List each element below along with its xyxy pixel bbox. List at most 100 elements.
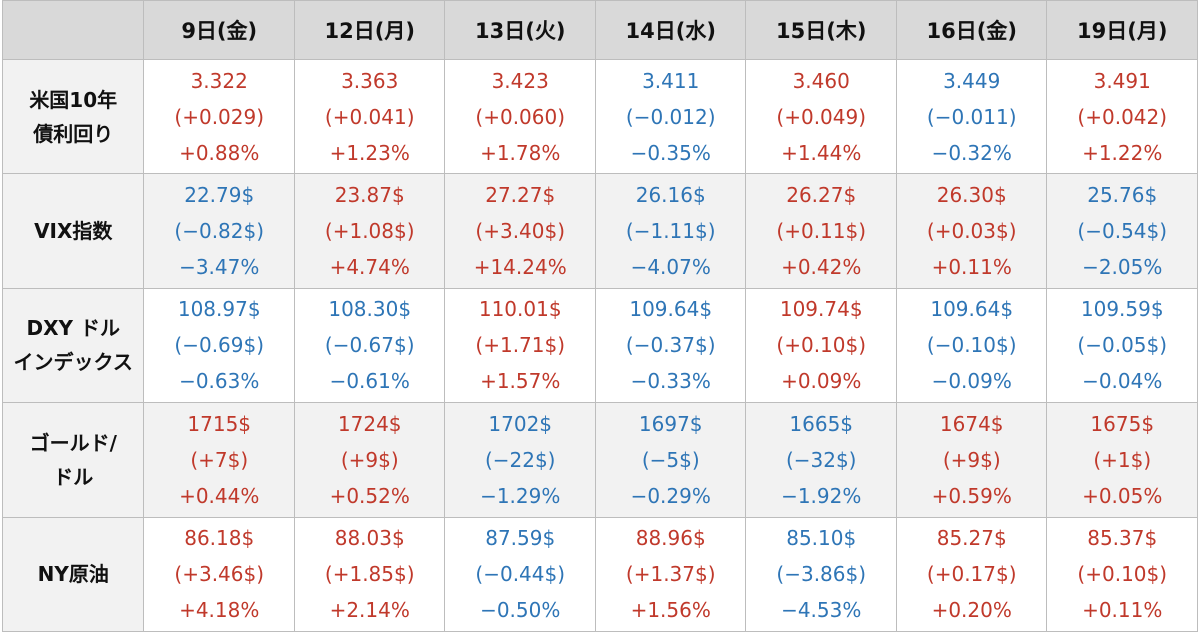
data-cell: 1702$ (−22$) −1.29% xyxy=(444,402,596,518)
cell-pct: +1.56% xyxy=(630,598,711,623)
header-row: 9日(金) 12日(月) 13日(火) 14日(水) 15日(木) 16日(金)… xyxy=(1,0,1198,60)
cell-value: 3.491 xyxy=(1093,68,1151,93)
cell-pct: +0.59% xyxy=(931,483,1012,508)
row-label-line: NY原油 xyxy=(37,562,109,587)
cell-change: (+9$) xyxy=(942,447,1001,472)
cell-value: 3.423 xyxy=(491,68,549,93)
data-cell: 1724$ (+9$) +0.52% xyxy=(293,402,446,518)
cell-value: 26.30$ xyxy=(936,183,1007,208)
data-cell: 26.30$ (+0.03$) +0.11% xyxy=(895,173,1048,289)
cell-pct: +0.42% xyxy=(781,255,862,280)
cell-change: (+0.049) xyxy=(776,104,867,129)
cell-value: 1702$ xyxy=(488,411,553,436)
cell-pct: +1.44% xyxy=(781,140,862,165)
data-cell: 85.27$ (+0.17$) +0.20% xyxy=(895,516,1048,633)
cell-pct: −0.50% xyxy=(480,598,561,623)
cell-change: (−5$) xyxy=(641,447,700,472)
cell-value: 1715$ xyxy=(187,411,252,436)
row-label-line: 債利回り xyxy=(33,121,114,146)
cell-value: 108.97$ xyxy=(177,297,261,322)
cell-value: 3.411 xyxy=(642,68,700,93)
cell-value: 109.59$ xyxy=(1080,297,1164,322)
cell-pct: +0.05% xyxy=(1082,483,1163,508)
cell-pct: −4.07% xyxy=(630,255,711,280)
cell-change: (+0.03$) xyxy=(926,219,1017,244)
cell-pct: +1.57% xyxy=(480,369,561,394)
cell-value: 26.27$ xyxy=(786,183,857,208)
cell-pct: −1.92% xyxy=(781,483,862,508)
cell-pct: +0.52% xyxy=(329,483,410,508)
cell-change: (+7$) xyxy=(190,447,249,472)
cell-value: 109.64$ xyxy=(629,297,713,322)
table-row: NY原油 86.18$ (+3.46$) +4.18% 88.03$ (+1.85$) +2… xyxy=(1,516,1198,633)
cell-pct: −0.09% xyxy=(931,369,1012,394)
cell-pct: +0.88% xyxy=(179,140,260,165)
data-cell: 109.74$ (+0.10$) +0.09% xyxy=(745,287,897,404)
cell-value: 1697$ xyxy=(638,411,703,436)
data-cell: 88.03$ (+1.85$) +2.14% xyxy=(293,516,446,633)
cell-change: (+0.042) xyxy=(1077,104,1168,129)
cell-change: (−0.69$) xyxy=(174,333,265,358)
cell-pct: +0.20% xyxy=(931,598,1012,623)
cell-value: 1674$ xyxy=(939,411,1004,436)
cell-change: (+1$) xyxy=(1093,447,1152,472)
data-cell: 3.460 (+0.049) +1.44% xyxy=(745,58,897,175)
column-header: 12日(月) xyxy=(293,0,446,60)
row-label-line: インデックス xyxy=(13,350,133,375)
data-cell: 26.16$ (−1.11$) −4.07% xyxy=(594,173,747,289)
cell-value: 23.87$ xyxy=(334,183,405,208)
cell-pct: −2.05% xyxy=(1082,255,1163,280)
cell-pct: +4.74% xyxy=(329,255,410,280)
cell-pct: −0.61% xyxy=(329,369,410,394)
data-cell: 109.64$ (−0.10$) −0.09% xyxy=(895,287,1048,404)
cell-change: (−0.54$) xyxy=(1077,219,1168,244)
cell-pct: +0.11% xyxy=(1082,598,1163,623)
data-cell: 27.27$ (+3.40$) +14.24% xyxy=(444,173,596,289)
cell-pct: −0.04% xyxy=(1082,369,1163,394)
data-cell: 85.37$ (+0.10$) +0.11% xyxy=(1046,516,1198,633)
column-header: 13日(火) xyxy=(444,0,596,60)
data-cell: 3.491 (+0.042) +1.22% xyxy=(1046,58,1198,175)
cell-change: (+0.060) xyxy=(475,104,566,129)
cell-pct: −0.33% xyxy=(630,369,711,394)
data-cell: 87.59$ (−0.44$) −0.50% xyxy=(444,516,596,633)
cell-value: 22.79$ xyxy=(184,183,255,208)
cell-change: (−22$) xyxy=(484,447,556,472)
cell-change: (+3.46$) xyxy=(174,562,265,587)
cell-value: 87.59$ xyxy=(485,526,556,551)
cell-value: 1724$ xyxy=(337,411,402,436)
cell-value: 85.10$ xyxy=(786,526,857,551)
cell-value: 1665$ xyxy=(789,411,854,436)
row-label-line: DXY ドル xyxy=(26,316,120,341)
row-label: NY原油 xyxy=(1,516,145,633)
cell-value: 26.16$ xyxy=(635,183,706,208)
cell-change: (−1.11$) xyxy=(625,219,716,244)
data-cell: 85.10$ (−3.86$) −4.53% xyxy=(745,516,897,633)
cell-value: 86.18$ xyxy=(184,526,255,551)
cell-pct: +0.09% xyxy=(781,369,862,394)
cell-pct: +1.78% xyxy=(480,140,561,165)
column-header: 16日(金) xyxy=(895,0,1048,60)
cell-value: 3.363 xyxy=(341,68,399,93)
cell-change: (−0.011) xyxy=(926,104,1017,129)
cell-value: 110.01$ xyxy=(478,297,562,322)
data-cell: 25.76$ (−0.54$) −2.05% xyxy=(1046,173,1198,289)
row-label: VIX指数 xyxy=(1,173,145,289)
cell-value: 85.27$ xyxy=(936,526,1007,551)
data-cell: 1674$ (+9$) +0.59% xyxy=(895,402,1048,518)
cell-value: 3.449 xyxy=(943,68,1001,93)
data-cell: 23.87$ (+1.08$) +4.74% xyxy=(293,173,446,289)
cell-pct: −1.29% xyxy=(480,483,561,508)
cell-change: (−3.86$) xyxy=(776,562,867,587)
cell-pct: +1.22% xyxy=(1082,140,1163,165)
cell-value: 27.27$ xyxy=(485,183,556,208)
cell-value: 3.322 xyxy=(190,68,248,93)
table-row: VIX指数 22.79$ (−0.82$) −3.47% 23.87$ (+1.08$) +… xyxy=(1,173,1198,289)
cell-value: 109.74$ xyxy=(779,297,863,322)
row-label-line: VIX指数 xyxy=(34,219,113,244)
column-header: 14日(水) xyxy=(594,0,747,60)
data-cell: 22.79$ (−0.82$) −3.47% xyxy=(143,173,295,289)
cell-pct: +14.24% xyxy=(473,255,567,280)
data-cell: 108.97$ (−0.69$) −0.63% xyxy=(143,287,295,404)
